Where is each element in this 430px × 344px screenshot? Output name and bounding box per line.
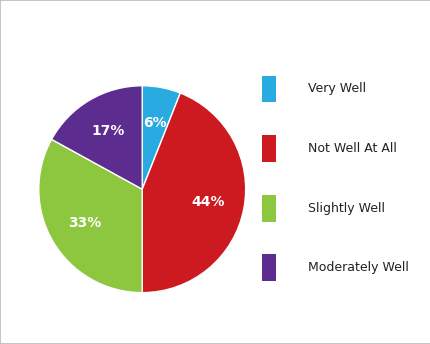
Text: Very Well: Very Well [307,83,365,96]
Text: 44%: 44% [191,195,224,209]
Wedge shape [52,86,142,189]
Wedge shape [142,93,245,293]
Text: 6%: 6% [143,116,166,130]
Bar [261,255,275,281]
Text: 33%: 33% [68,216,101,230]
Bar [261,195,275,222]
Text: Figure 1.  Awareness of Ultrasound Safety: Figure 1. Awareness of Ultrasound Safety [6,13,369,28]
Text: Moderately Well: Moderately Well [307,261,408,275]
Wedge shape [39,139,142,293]
Text: 17%: 17% [91,124,124,138]
Text: Not Well At All: Not Well At All [307,142,396,155]
Bar [261,76,275,103]
Wedge shape [142,86,180,189]
Bar [261,135,275,162]
Text: Slightly Well: Slightly Well [307,202,384,215]
